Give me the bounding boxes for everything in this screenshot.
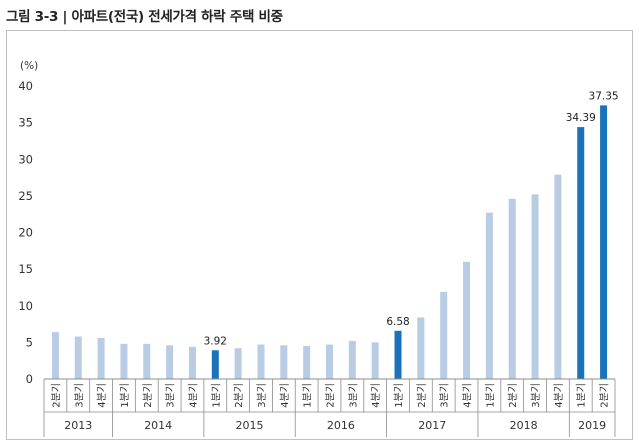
bar-highlighted [211, 350, 219, 379]
bar [417, 317, 425, 379]
bar-highlighted [577, 127, 585, 379]
year-label: 2016 [327, 419, 355, 432]
bar [463, 261, 471, 379]
x-tick-label: 1분기 [393, 383, 405, 408]
y-tick-label: 15 [18, 262, 33, 276]
x-tick-label: 4분기 [553, 383, 565, 408]
data-label: 3.92 [204, 335, 227, 347]
y-tick-label: 10 [18, 299, 33, 313]
year-label: 2018 [510, 419, 538, 432]
y-axis-unit: (%) [20, 60, 38, 72]
year-label: 2013 [64, 419, 92, 432]
x-tick-label: 2분기 [325, 383, 337, 408]
figure-title: 그림 3-3 | 아파트(전국) 전세가격 하락 주택 비중 [6, 9, 283, 25]
x-tick-label: 3분기 [439, 383, 451, 408]
x-tick-label: 1분기 [302, 383, 314, 408]
bar-highlighted [394, 330, 402, 379]
bar [51, 332, 59, 379]
x-tick-label: 2분기 [507, 383, 519, 408]
x-tick-label: 4분기 [187, 383, 199, 408]
x-tick-label: 3분기 [256, 383, 268, 408]
bar [280, 345, 288, 379]
bar [348, 340, 356, 379]
data-label: 6.58 [386, 316, 409, 328]
bar [531, 194, 539, 379]
x-tick-label: 4분기 [462, 383, 474, 408]
x-tick-label: 3분기 [347, 383, 359, 408]
x-tick-label: 3분기 [73, 383, 85, 408]
bar [143, 343, 151, 379]
bar [74, 336, 82, 379]
y-tick-label: 35 [18, 116, 33, 130]
chart-frame [6, 30, 633, 440]
bar-highlighted [600, 105, 608, 379]
data-label: 34.39 [566, 112, 596, 124]
y-tick-label: 0 [26, 372, 33, 386]
x-tick-label: 2분기 [599, 383, 611, 408]
x-tick-label: 1분기 [119, 383, 131, 408]
y-tick-label: 5 [26, 335, 33, 349]
year-label: 2019 [578, 419, 606, 432]
x-tick-label: 1분기 [576, 383, 588, 408]
y-tick-label: 30 [18, 152, 33, 166]
year-label: 2017 [418, 419, 446, 432]
bar [508, 198, 516, 379]
x-tick-label: 4분기 [370, 383, 382, 408]
bar [326, 344, 333, 379]
x-tick-label: 1분기 [484, 383, 496, 408]
year-label: 2014 [144, 419, 172, 432]
y-tick-label: 25 [18, 189, 33, 203]
x-tick-label: 2분기 [142, 383, 154, 408]
bar [440, 291, 448, 379]
x-tick-label: 2분기 [416, 383, 428, 408]
bar [97, 337, 105, 379]
bar [485, 212, 493, 379]
data-label: 37.35 [589, 90, 619, 102]
y-tick-label: 20 [18, 226, 33, 240]
y-tick-label: 40 [18, 79, 33, 93]
bar [554, 174, 562, 379]
x-tick-label: 2분기 [233, 383, 245, 408]
year-label: 2015 [236, 419, 264, 432]
x-tick-label: 2분기 [50, 383, 62, 408]
x-tick-label: 4분기 [279, 383, 291, 408]
bar [188, 346, 196, 379]
bar [303, 346, 311, 379]
x-tick-label: 3분기 [165, 383, 177, 408]
bar [234, 348, 242, 379]
x-tick-label: 1분기 [210, 383, 222, 408]
x-tick-label: 4분기 [96, 383, 108, 408]
bar [371, 342, 379, 379]
bar [257, 344, 265, 379]
bar [166, 345, 174, 379]
bar [120, 343, 128, 379]
x-tick-label: 3분기 [530, 383, 542, 408]
